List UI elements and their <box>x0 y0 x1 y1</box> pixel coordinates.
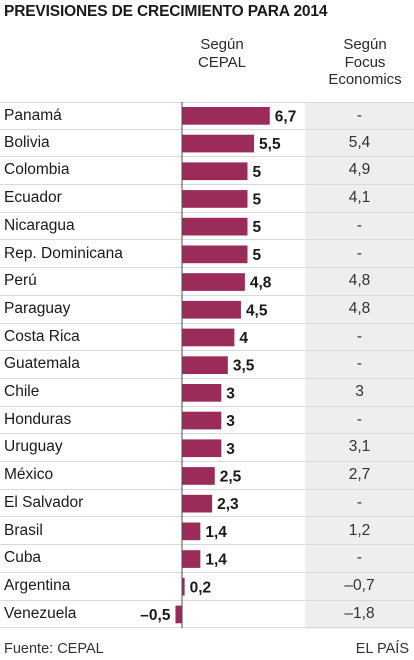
focus-value: –1,8 <box>344 604 375 622</box>
table-row: Paraguay 4,8 <box>0 296 414 324</box>
publisher-logo: EL PAÍS <box>355 641 409 657</box>
column-header-cepal: Según CEPAL <box>182 36 262 71</box>
focus-value: 2,7 <box>348 466 371 484</box>
focus-value: - <box>356 355 363 373</box>
table-row: Bolivia 5,4 <box>0 130 414 158</box>
country-label: Perú <box>4 272 37 290</box>
country-label: Uruguay <box>4 438 63 456</box>
focus-value: 4,8 <box>348 272 371 290</box>
country-label: El Salvador <box>4 493 84 511</box>
table-row: Costa Rica - <box>0 324 414 352</box>
country-label: Nicaragua <box>4 216 75 234</box>
table-row: Argentina –0,7 <box>0 573 414 601</box>
focus-value: 4,1 <box>348 189 371 207</box>
table-row: Venezuela –1,8 <box>0 601 414 629</box>
table-row: Uruguay 3,1 <box>0 434 414 463</box>
focus-value: - <box>356 107 363 124</box>
table-row: México 2,7 <box>0 462 414 490</box>
country-label: Chile <box>4 383 40 400</box>
focus-value: - <box>356 216 363 234</box>
column-header-focus: Según Focus Economics <box>316 36 414 89</box>
column-header-cepal-line: Según <box>200 36 244 53</box>
table-row: Rep. Dominicana - <box>0 241 414 269</box>
column-header-focus-line: Economics <box>328 71 402 88</box>
country-label: Costa Rica <box>4 327 80 345</box>
country-label: Bolivia <box>4 133 50 151</box>
table-row: Chile 3 <box>0 379 414 407</box>
table-row: Panamá - <box>0 102 414 130</box>
country-label: Rep. Dominicana <box>4 244 123 262</box>
focus-value: –0,7 <box>344 576 375 594</box>
column-header-focus-line: Focus <box>344 53 386 71</box>
table-row: Honduras - <box>0 407 414 435</box>
table-row: Ecuador 4,1 <box>0 185 414 213</box>
focus-column-background <box>305 102 414 629</box>
country-label: Argentina <box>4 576 71 594</box>
table-row: Perú 4,8 <box>0 268 414 296</box>
source-note: Fuente: CEPAL <box>4 641 104 657</box>
table-row: Nicaragua - <box>0 213 414 241</box>
country-label: Guatemala <box>4 355 80 373</box>
country-label: Honduras <box>4 410 72 428</box>
focus-value: 4,8 <box>348 299 371 317</box>
focus-value: 4,9 <box>348 161 371 179</box>
table-row: Colombia 4,9 <box>0 157 414 186</box>
focus-value: 1,2 <box>348 521 371 539</box>
country-label: Cuba <box>4 549 42 567</box>
country-label: Brasil <box>4 521 43 539</box>
focus-value: - <box>356 410 363 428</box>
country-label: Colombia <box>4 161 70 179</box>
focus-value: - <box>356 327 363 345</box>
focus-value: - <box>356 549 363 567</box>
country-label: México <box>4 466 54 484</box>
column-header-cepal-line: CEPAL <box>197 53 247 71</box>
focus-value: 5,4 <box>348 133 371 151</box>
country-label: Paraguay <box>4 299 71 317</box>
table-row: Cuba - <box>0 545 414 573</box>
table-row: Guatemala - <box>0 351 414 379</box>
focus-value: 3 <box>355 383 364 400</box>
table-row: El Salvador - <box>0 490 414 518</box>
focus-value: - <box>356 493 363 511</box>
chart-title: PREVISIONES DE CRECIMIENTO PARA 2014 <box>4 3 328 20</box>
country-label: Venezuela <box>4 604 77 622</box>
column-header-focus-line: Según <box>343 36 387 53</box>
country-label: Ecuador <box>4 189 62 207</box>
focus-value: - <box>356 244 363 262</box>
table-row: Brasil 1,2 <box>0 518 414 546</box>
country-label: Panamá <box>4 107 62 124</box>
focus-value: 3,1 <box>348 438 371 456</box>
